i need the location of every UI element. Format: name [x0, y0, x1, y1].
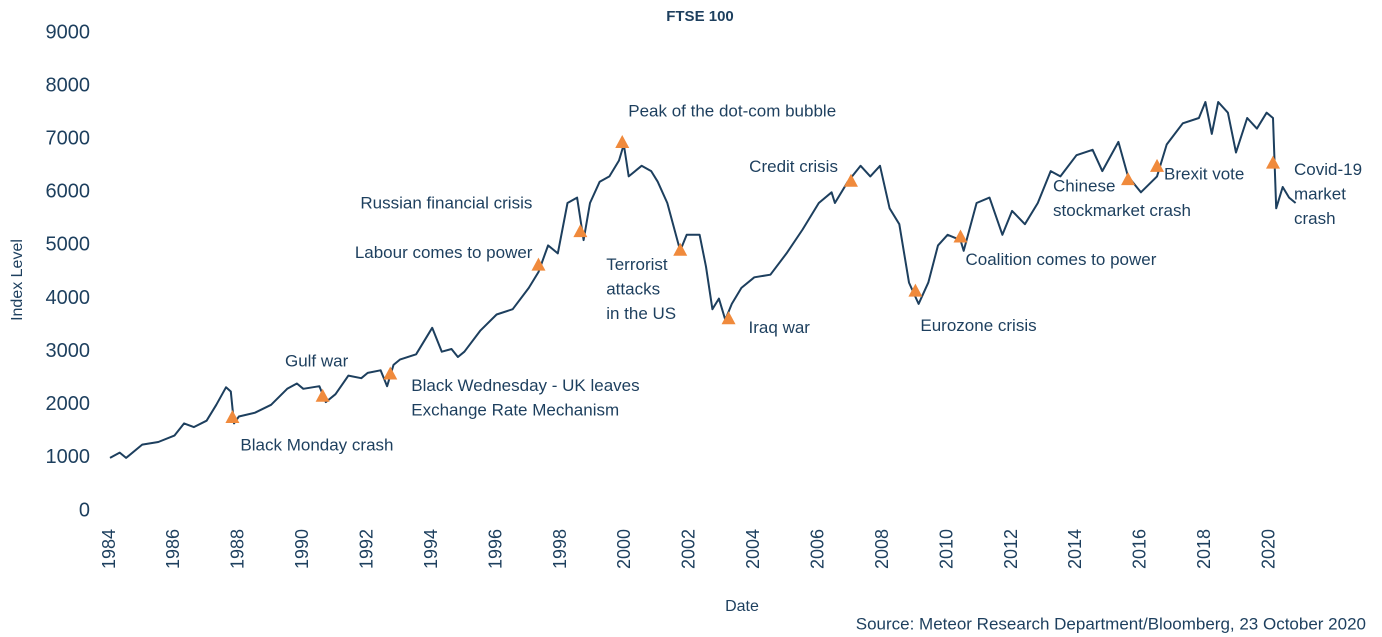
event-marker [953, 229, 968, 243]
event-marker [1150, 158, 1165, 172]
event-marker [383, 366, 398, 380]
y-tick-label: 5000 [46, 234, 91, 256]
event-label: Exchange Rate Mechanism [411, 400, 619, 419]
x-tick-label: 2018 [1194, 529, 1214, 569]
event-label: market [1294, 185, 1346, 204]
y-tick-label: 3000 [46, 340, 91, 362]
series-line [109, 101, 1297, 459]
event-label: in the US [606, 304, 676, 323]
x-tick-label: 1986 [163, 529, 183, 569]
x-tick-label: 1996 [485, 529, 505, 569]
x-tick-label: 1990 [292, 529, 312, 569]
x-tick-label: 1984 [99, 529, 119, 569]
y-tick-label: 2000 [46, 393, 91, 415]
event-label: Iraq war [749, 318, 811, 337]
y-axis-label: Index Level [9, 239, 26, 321]
y-tick-label: 7000 [46, 128, 91, 150]
y-tick-label: 8000 [46, 74, 91, 96]
event-marker [673, 242, 688, 256]
x-tick-label: 1988 [228, 529, 248, 569]
event-marker [1266, 155, 1281, 169]
event-marker [843, 173, 858, 187]
x-tick-label: 2002 [679, 529, 699, 569]
event-label: Eurozone crisis [920, 316, 1036, 335]
chart-title: FTSE 100 [666, 8, 734, 25]
x-tick-label: 2004 [743, 529, 763, 569]
x-tick-label: 2010 [936, 529, 956, 569]
x-tick-label: 2014 [1065, 529, 1085, 569]
event-marker [1121, 172, 1136, 186]
event-label: attacks [606, 280, 660, 299]
event-label: Brexit vote [1164, 164, 1244, 183]
event-marker [573, 224, 588, 238]
x-tick-label: 1998 [550, 529, 570, 569]
event-marker [315, 388, 330, 402]
y-tick-label: 9000 [46, 21, 91, 43]
x-tick-label: 2012 [1001, 529, 1021, 569]
y-tick-label: 6000 [46, 181, 91, 203]
event-label: Peak of the dot-com bubble [628, 101, 836, 120]
event-label: Chinese [1053, 177, 1115, 196]
event-marker [721, 311, 736, 325]
event-marker [225, 410, 240, 424]
x-tick-label: 2016 [1130, 529, 1150, 569]
event-label: Black Monday crash [240, 436, 393, 455]
x-tick-label: 1992 [356, 529, 376, 569]
x-tick-label: 2000 [614, 529, 634, 569]
event-label: Terrorist [606, 255, 668, 274]
event-label: Russian financial crisis [360, 194, 532, 213]
event-marker [531, 257, 546, 271]
event-marker [615, 134, 630, 148]
source-note: Source: Meteor Research Department/Bloom… [856, 614, 1366, 633]
event-label: crash [1294, 209, 1336, 228]
x-tick-label: 2008 [872, 529, 892, 569]
event-label: Labour comes to power [355, 243, 533, 262]
y-tick-label: 4000 [46, 287, 91, 309]
x-axis-label: Date [725, 598, 759, 615]
x-tick-label: 2020 [1259, 529, 1279, 569]
y-tick-label: 0 [79, 499, 90, 521]
y-tick-label: 1000 [46, 446, 91, 468]
event-label: Credit crisis [749, 157, 838, 176]
x-tick-label: 2006 [808, 529, 828, 569]
event-label: stockmarket crash [1053, 201, 1191, 220]
event-label: Covid-19 [1294, 160, 1362, 179]
event-label: Coalition comes to power [966, 250, 1157, 269]
event-label: Black Wednesday - UK leaves [411, 376, 639, 395]
x-tick-label: 1994 [421, 529, 441, 569]
event-label: Gulf war [285, 351, 349, 370]
event-marker [908, 283, 923, 297]
